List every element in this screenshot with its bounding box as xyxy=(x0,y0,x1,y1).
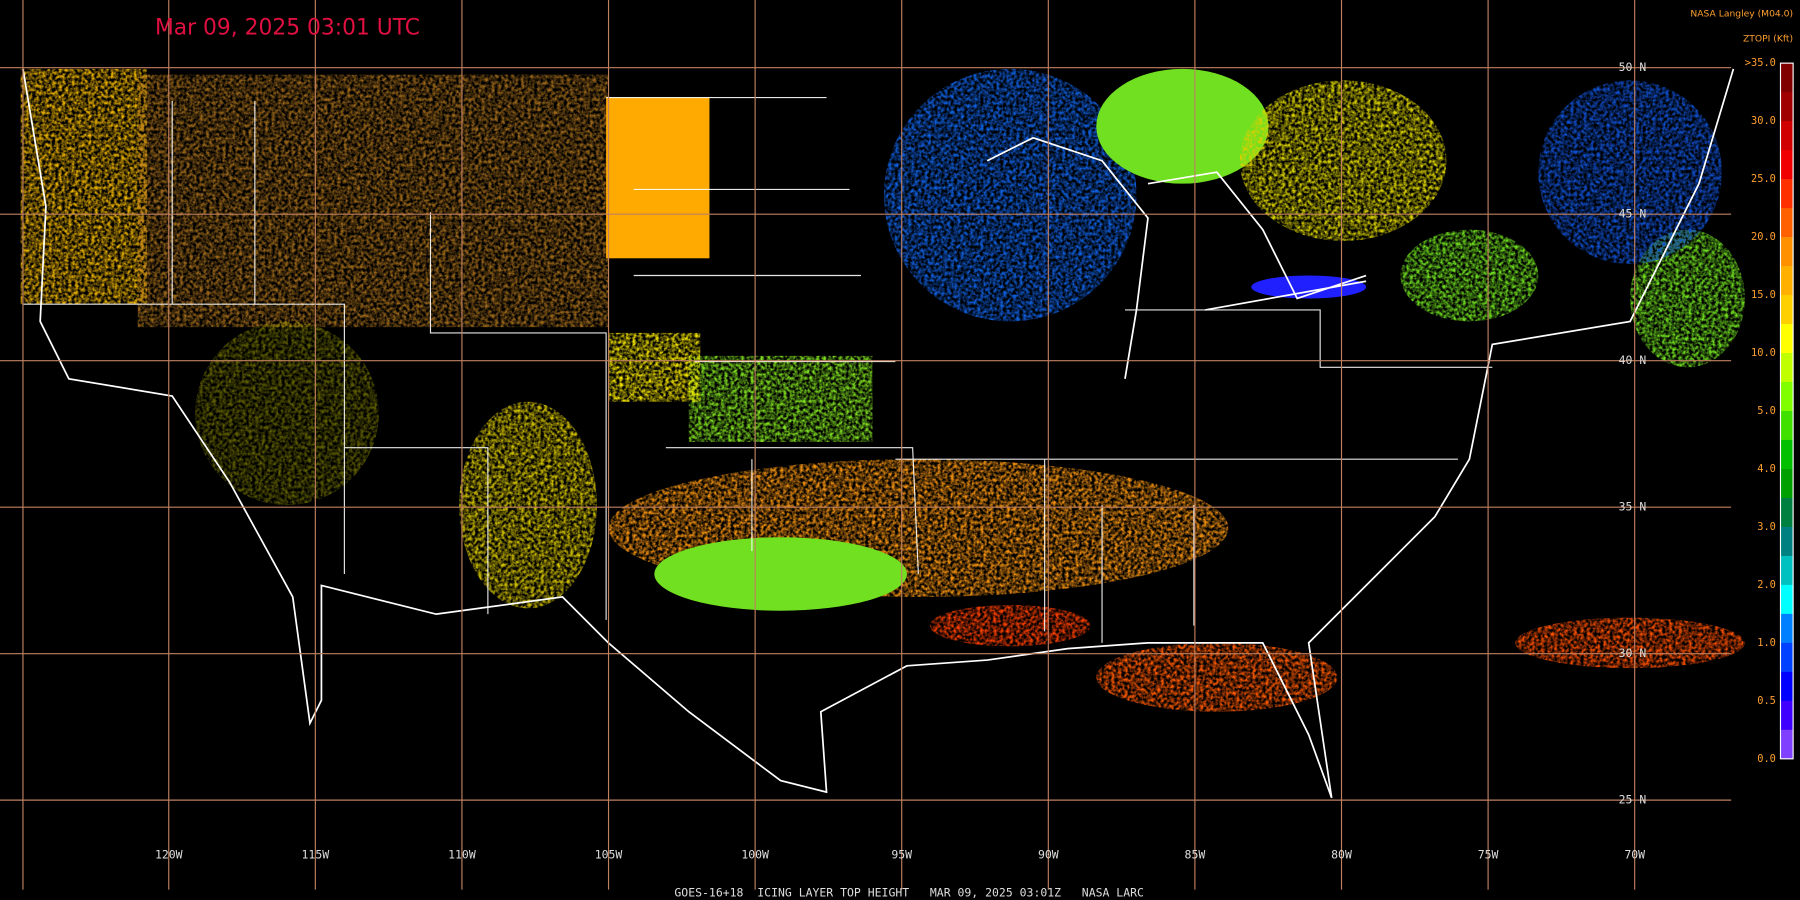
timestamp: Mar 09, 2025 03:01 UTC xyxy=(155,16,420,41)
longitude-label: 80W xyxy=(1331,848,1352,862)
longitude-label: 105W xyxy=(595,848,623,862)
longitude-label: 90W xyxy=(1038,848,1059,862)
cloud-area xyxy=(459,401,597,609)
cloud-area xyxy=(1239,80,1447,242)
cloud-area xyxy=(608,332,701,402)
cloud-area xyxy=(929,604,1091,647)
legend-swatch xyxy=(1780,121,1794,151)
cloud-area xyxy=(688,355,873,442)
longitude-label: 75W xyxy=(1478,848,1499,862)
latitude-label: 35 N xyxy=(1619,500,1647,514)
legend-swatch xyxy=(1780,381,1794,412)
legend-label: 2.0 xyxy=(1757,579,1776,591)
graticule: 50 N 45 N 40 N 35 N 30 N 25 N 120W 115W 110W 105W… xyxy=(0,0,1732,890)
legend-swatch xyxy=(1780,92,1794,122)
cloud-area xyxy=(1515,617,1745,669)
coastline xyxy=(22,68,1735,799)
legend-swatch xyxy=(1780,352,1794,383)
latitude-label: 30 N xyxy=(1619,646,1647,660)
color-legend: >35.0 30.0 25.0 20.0 15.0 10.0 5.0 4.0 3.0 2.0 1.0… xyxy=(1745,57,1794,765)
latitude-label: 25 N xyxy=(1619,793,1647,807)
longitude-label: 120W xyxy=(155,848,183,862)
legend-swatch xyxy=(1780,555,1794,586)
legend-label: 3.0 xyxy=(1757,521,1776,533)
footer: GOES-16+18 ICING LAYER TOP HEIGHT MAR 09… xyxy=(674,886,1144,900)
legend-swatch xyxy=(1780,468,1794,499)
legend-swatch xyxy=(1780,700,1794,731)
legend-swatch xyxy=(1780,642,1794,673)
legend-frame xyxy=(1779,62,1794,760)
legend-label: >35.0 xyxy=(1745,57,1776,69)
legend-swatch xyxy=(1780,410,1794,441)
legend-label: 15.0 xyxy=(1751,289,1776,301)
legend-swatch xyxy=(1780,208,1794,238)
legend-swatch xyxy=(1780,324,1794,354)
legend-label: 10.0 xyxy=(1751,347,1776,359)
longitude-label: 85W xyxy=(1185,848,1206,862)
lake-outline xyxy=(986,136,1367,379)
legend-label: 20.0 xyxy=(1751,231,1776,243)
latitude-label: 45 N xyxy=(1619,207,1647,221)
legend-swatch xyxy=(1780,266,1794,296)
legend-swatch xyxy=(1780,237,1794,267)
longitude-label: 115W xyxy=(302,848,330,862)
source-label: NASA Langley (M04.0) xyxy=(1690,8,1793,19)
legend-swatch xyxy=(1780,439,1794,470)
legend-swatch xyxy=(1780,63,1794,93)
cloud-area xyxy=(1400,229,1539,322)
cloud-area xyxy=(1096,68,1269,184)
legend-label: 0.5 xyxy=(1757,695,1776,707)
cloud-area xyxy=(606,97,710,259)
cloud-area xyxy=(195,321,379,506)
legend-swatch xyxy=(1780,584,1794,615)
legend-swatch xyxy=(1780,179,1794,209)
longitude-label: 110W xyxy=(448,848,476,862)
cloud-area xyxy=(1251,275,1367,299)
country-outline xyxy=(22,68,1735,799)
latitude-label: 50 N xyxy=(1619,60,1647,74)
cloud-field xyxy=(20,68,1745,712)
legend-label: 30.0 xyxy=(1751,115,1776,127)
cloud-area xyxy=(654,537,907,611)
legend-label: 1.0 xyxy=(1757,637,1776,649)
cloud-area xyxy=(1096,642,1338,712)
legend-swatch xyxy=(1780,729,1794,760)
cloud-area xyxy=(20,68,147,305)
legend-swatch xyxy=(1780,497,1794,528)
cloud-area xyxy=(1538,80,1722,265)
legend-swatch xyxy=(1780,671,1794,702)
state-borders xyxy=(22,97,1493,643)
legend-swatch xyxy=(1780,526,1794,557)
longitude-label: 95W xyxy=(891,848,912,862)
latitude-label: 40 N xyxy=(1619,353,1647,367)
legend-label: 25.0 xyxy=(1751,173,1776,185)
cloud-area xyxy=(137,74,609,328)
legend-label: 0.0 xyxy=(1757,753,1776,765)
legend-swatch xyxy=(1780,295,1794,325)
cloud-area xyxy=(883,68,1137,322)
longitude-label: 70W xyxy=(1624,848,1645,862)
legend-label: 5.0 xyxy=(1757,405,1776,417)
longitude-label: 100W xyxy=(741,848,769,862)
product-label: ZTOPI (Kft) xyxy=(1743,34,1793,45)
legend-swatch xyxy=(1780,613,1794,644)
legend-label: 4.0 xyxy=(1757,463,1776,475)
legend-swatch xyxy=(1780,150,1794,180)
